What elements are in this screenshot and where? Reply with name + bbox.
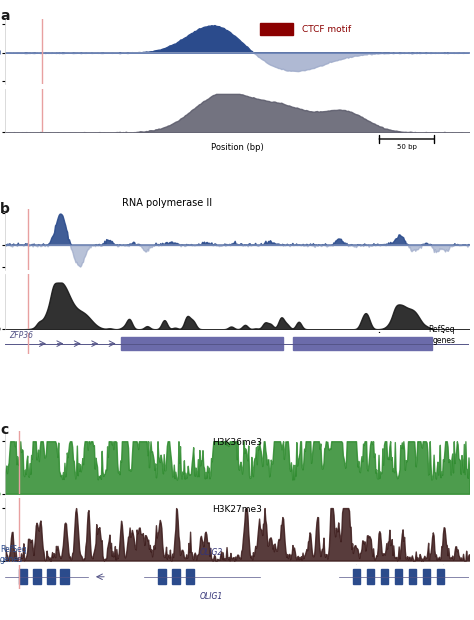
Bar <box>186 569 194 584</box>
Text: Position (bp): Position (bp) <box>210 574 264 583</box>
Bar <box>18 569 27 584</box>
Bar <box>121 337 283 350</box>
Bar <box>423 569 430 584</box>
Bar <box>158 569 166 584</box>
Bar <box>172 569 180 584</box>
Text: CTCF motif: CTCF motif <box>302 25 351 33</box>
Text: 500 bp: 500 bp <box>399 343 423 349</box>
Text: a: a <box>0 9 9 23</box>
Bar <box>46 569 55 584</box>
Bar <box>409 569 416 584</box>
Text: 50 bp: 50 bp <box>397 144 417 150</box>
Text: RefSeq
genes: RefSeq genes <box>0 545 27 564</box>
Bar <box>353 569 360 584</box>
Bar <box>437 569 444 584</box>
Bar <box>61 569 69 584</box>
Text: 8.3653: 8.3653 <box>44 467 66 472</box>
Bar <box>381 569 388 584</box>
Bar <box>367 569 374 584</box>
Text: H3K36me3: H3K36me3 <box>212 438 262 448</box>
Bar <box>293 337 432 350</box>
Text: OLIG1: OLIG1 <box>200 592 223 601</box>
Text: RefSeq
genes: RefSeq genes <box>428 326 456 345</box>
Text: 16.9: 16.9 <box>9 277 23 282</box>
Bar <box>260 23 293 35</box>
Text: Position (bp): Position (bp) <box>210 342 264 350</box>
Text: ZFP36: ZFP36 <box>9 330 33 340</box>
Text: H3K27me3: H3K27me3 <box>212 505 262 514</box>
Text: Position (bp): Position (bp) <box>210 143 264 153</box>
Text: RNA polymerase II: RNA polymerase II <box>122 198 212 208</box>
Text: b: b <box>0 202 10 216</box>
Text: 100,000 bp: 100,000 bp <box>380 576 419 582</box>
Bar <box>395 569 402 584</box>
Bar <box>33 569 41 584</box>
Text: c: c <box>0 423 9 437</box>
Text: OLIG2: OLIG2 <box>200 548 223 557</box>
